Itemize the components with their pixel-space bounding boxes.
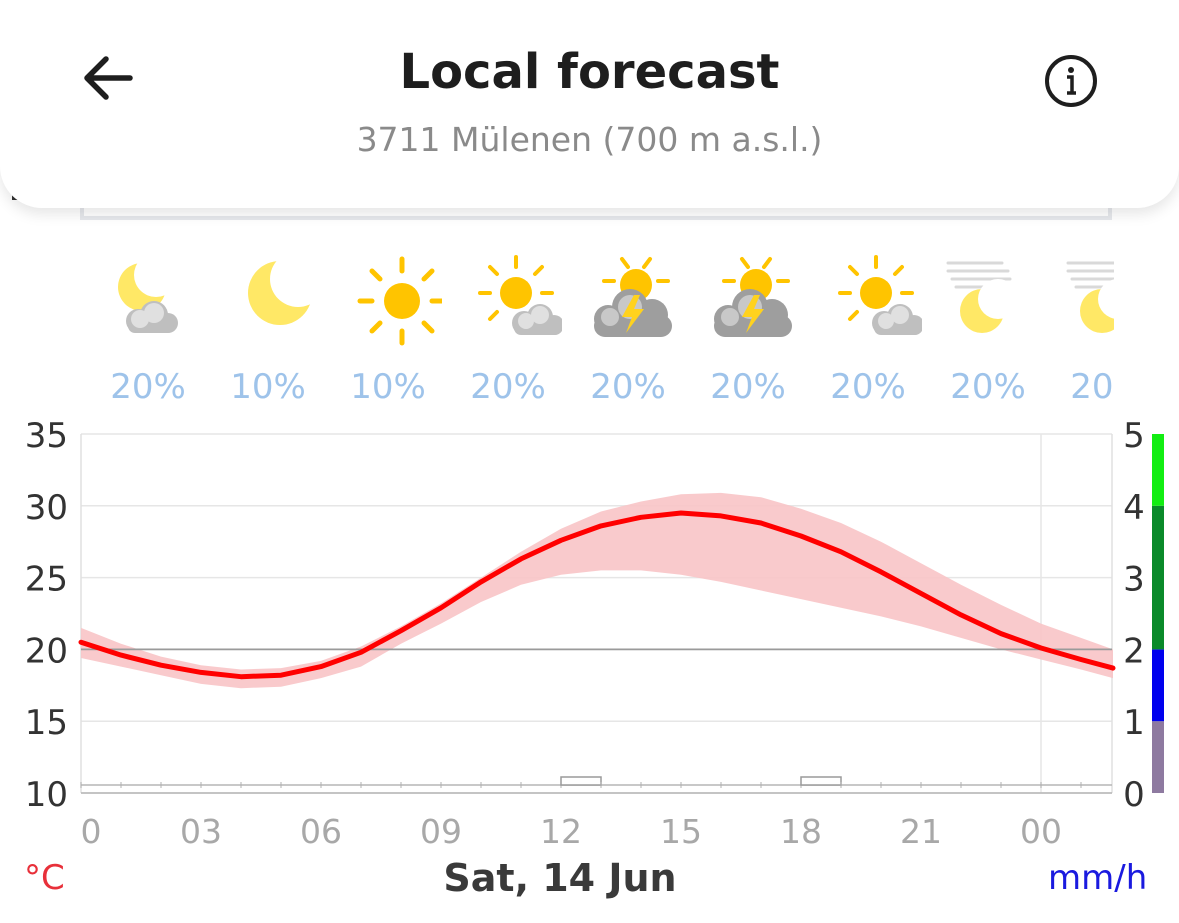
x-tick-label: 21 [900, 812, 942, 851]
hour-slot: 20% [800, 245, 922, 415]
date-label: Sat, 14 Jun [443, 856, 677, 900]
x-tick-label: 15 [660, 812, 702, 851]
thunderstorm-sun-icon [594, 257, 672, 337]
precip-probability: 20% [1070, 367, 1114, 407]
precip-probability: 10% [230, 367, 306, 407]
hour-slot: 20% [440, 245, 562, 415]
precip-probability: 10% [350, 367, 426, 407]
hourly-icon-strip: 20% 10% 10% [80, 245, 1114, 415]
precip-probability: 20% [950, 367, 1026, 407]
sun-cloud-icon [478, 255, 562, 335]
page-title: Local forecast [399, 44, 780, 100]
location-subtitle: 3711 Mülenen (700 m a.s.l.) [356, 120, 823, 159]
hour-slot: 20% [1040, 245, 1114, 415]
precip-scale-segment [1152, 649, 1164, 722]
precip-probability: 20% [830, 367, 906, 407]
precip-probability: 20% [590, 367, 666, 407]
precip-probability: 20% [710, 367, 786, 407]
y-tick-label-right: 0 [1123, 775, 1145, 815]
precip-bar [560, 776, 602, 786]
hour-slot: 20% [680, 245, 800, 415]
fog-moon-icon [1066, 261, 1114, 333]
x-tick-label: 0 [81, 812, 102, 851]
precip-scale-segment [1152, 721, 1164, 793]
back-button[interactable] [72, 42, 144, 114]
y-tick-label-right: 2 [1123, 631, 1145, 671]
temperature-range-band [81, 492, 1113, 689]
hour-slot: 20% [80, 245, 200, 415]
sun-icon [357, 256, 442, 346]
hour-slot: 10% [200, 245, 322, 415]
precipitation-unit: mm/h [1048, 858, 1148, 898]
x-tick-label: 12 [540, 812, 582, 851]
y-tick-label-left: 30 [25, 488, 68, 528]
app-header: Local forecast 3711 Mülenen (700 m a.s.l… [0, 0, 1179, 208]
moon-icon [248, 253, 322, 325]
thunderstorm-sun-icon [714, 257, 792, 337]
hour-slot: 10% [320, 245, 442, 415]
precip-probability: 20% [470, 367, 546, 407]
info-icon [1045, 55, 1097, 107]
hour-slot: 20% [560, 245, 680, 415]
y-tick-label-left: 35 [25, 416, 68, 456]
temperature-line [78, 510, 1116, 680]
y-tick-label-right: 4 [1123, 488, 1145, 528]
x-tick-label: 18 [780, 812, 822, 851]
arrow-left-icon [84, 56, 133, 100]
y-tick-label-right: 3 [1123, 560, 1145, 600]
moon-cloud-icon [118, 253, 178, 333]
sun-cloud-icon [838, 255, 922, 335]
info-button[interactable] [1040, 50, 1102, 112]
fog-moon-icon [946, 261, 1018, 333]
precip-scale-segment [1152, 434, 1164, 506]
precip-scale-segment [1152, 505, 1164, 650]
x-tick-label: 03 [180, 812, 222, 851]
x-tick-label: 09 [420, 812, 462, 851]
temperature-unit: °C [24, 858, 65, 898]
y-tick-label-left: 15 [25, 703, 68, 743]
y-tick-label-right: 5 [1123, 416, 1145, 456]
precip-probability: 20% [110, 367, 186, 407]
y-tick-label-left: 10 [25, 775, 68, 815]
hour-slot: 20% [920, 245, 1040, 415]
y-tick-label-right: 1 [1123, 703, 1145, 743]
x-tick-label: 06 [300, 812, 342, 851]
precip-bar [800, 776, 842, 786]
y-tick-label-left: 25 [25, 560, 68, 600]
x-tick-label: 00 [1020, 812, 1062, 851]
y-tick-label-left: 20 [25, 631, 68, 671]
